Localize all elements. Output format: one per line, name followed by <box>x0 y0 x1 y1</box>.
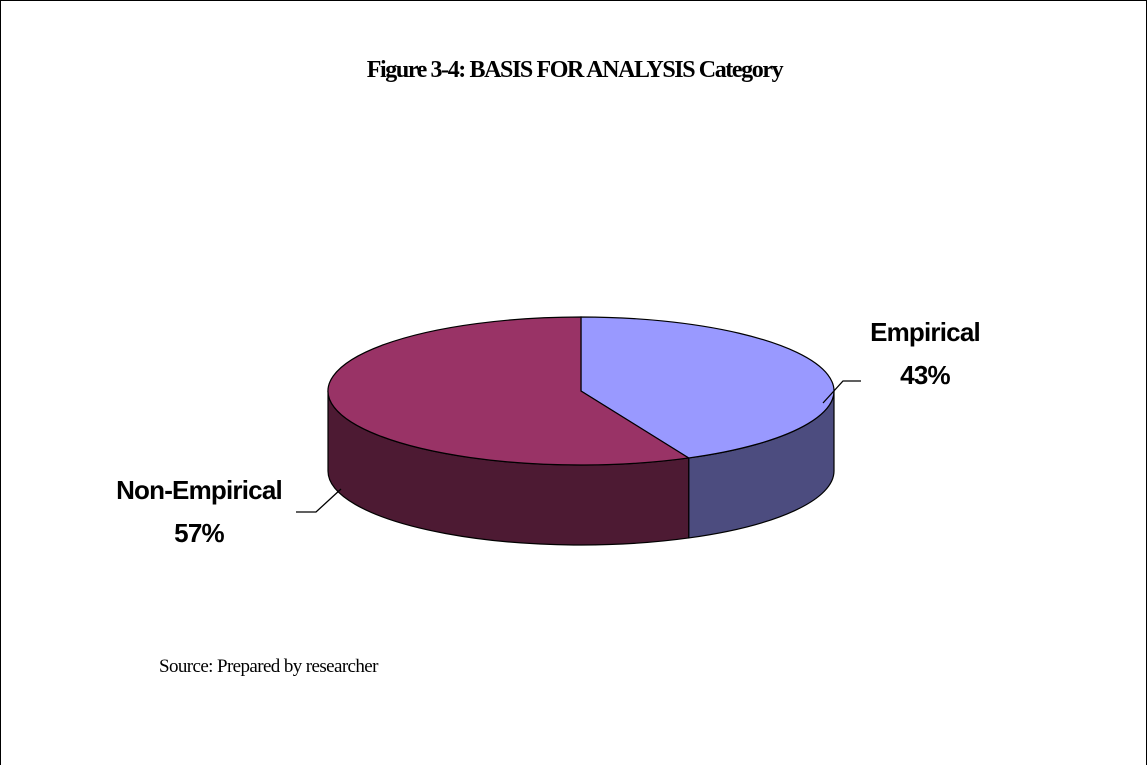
slice-value-non-empirical: 57% <box>174 518 224 548</box>
leader-lines <box>296 380 861 513</box>
source-note: Source: Prepared by researcher <box>159 656 378 677</box>
chart-title: Figure 3-4: BASIS FOR ANALYSIS Category <box>366 57 784 83</box>
slice-label-empirical: Empirical <box>870 317 980 347</box>
slice-value-empirical: 43% <box>900 360 950 390</box>
slice-label-non-empirical: Non-Empirical <box>116 475 282 505</box>
pie-slice-non-empirical <box>327 316 691 466</box>
leader-line-non-empirical <box>296 488 342 513</box>
slice-labels: Empirical 43% Non-Empirical 57% <box>116 317 981 548</box>
pie-tops <box>327 316 835 466</box>
pie-slice-empirical <box>580 316 835 459</box>
leader-line-empirical <box>822 380 861 404</box>
